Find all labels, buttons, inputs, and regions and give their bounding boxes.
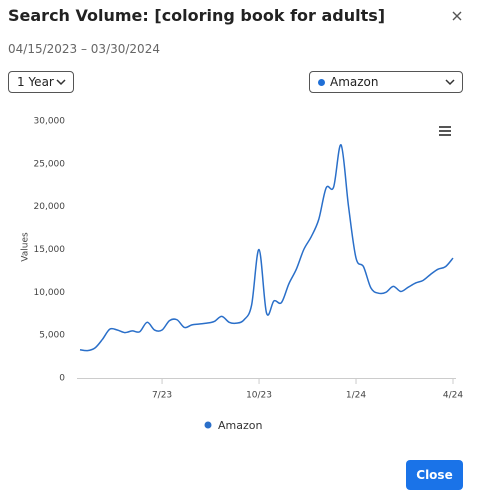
y-tick-label: 5,000 (39, 331, 65, 341)
period-value: 1 Year (17, 75, 54, 89)
y-tick-label: 15,000 (34, 245, 66, 255)
y-tick-label: 30,000 (34, 117, 66, 127)
close-button[interactable]: Close (406, 460, 463, 490)
legend-marker (204, 421, 212, 429)
source-dot (318, 79, 325, 86)
y-tick-label: 0 (59, 374, 65, 384)
x-tick-label: 7/23 (152, 391, 172, 401)
x-tick-label: 10/23 (246, 391, 272, 401)
chevron (56, 79, 66, 86)
source-value: Amazon (330, 75, 379, 89)
period-dropdown[interactable]: 1 Year (8, 71, 74, 93)
y-tick-label: 20,000 (34, 202, 66, 212)
date-range: 04/15/2023 – 03/30/2024 (8, 42, 160, 56)
x-tick-label: 4/24 (443, 391, 463, 401)
chevron (445, 79, 455, 86)
modal-title: Search Volume: [coloring book for adults… (8, 6, 386, 25)
source-dropdown[interactable]: Amazon (309, 71, 463, 93)
chart: Values 0 5,000 10,000 15,000 20,000 25,000 30,… (21, 117, 464, 433)
y-tick-label: 25,000 (34, 159, 66, 169)
x-tick-label: 1/24 (346, 391, 366, 401)
chart-menu[interactable] (439, 126, 451, 136)
data-line (79, 144, 454, 352)
close-icon[interactable] (451, 10, 463, 22)
y-axis-title: Values (21, 232, 31, 262)
y-tick-label: 10,000 (34, 288, 66, 298)
legend-label[interactable]: Amazon (218, 419, 262, 432)
